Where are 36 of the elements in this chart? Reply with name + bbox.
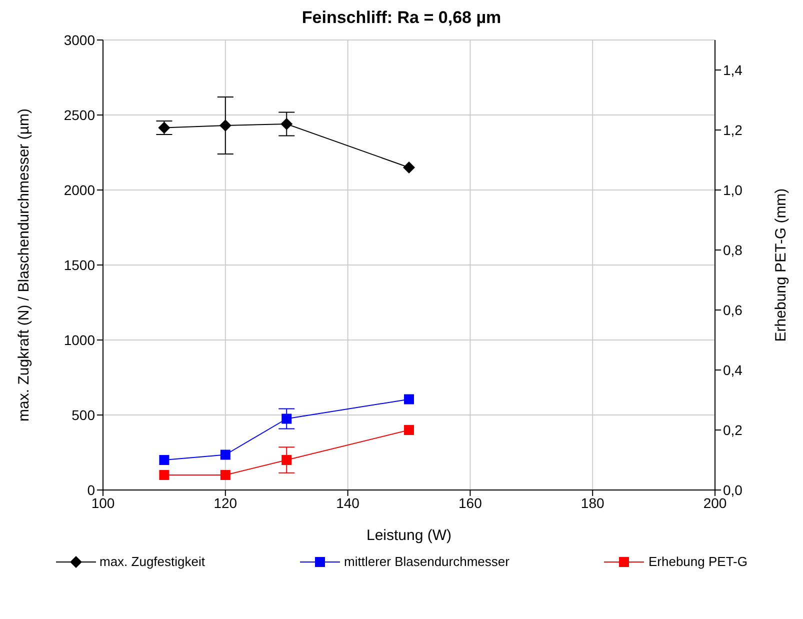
point	[403, 162, 415, 174]
point	[280, 118, 293, 130]
point	[219, 120, 232, 132]
point	[220, 450, 230, 460]
y-tick-label: 2500	[64, 106, 96, 123]
y-tick-label: 500	[72, 406, 96, 423]
x-axis-title: Leistung (W)	[366, 527, 452, 544]
x-tick-label: 180	[580, 494, 604, 511]
point	[404, 425, 414, 435]
y2-tick-label: 0,4	[723, 362, 743, 378]
y-tick-label: 1000	[64, 332, 96, 348]
legend-label: mittlerer Blasendurchmesser	[344, 554, 510, 569]
y-tick-label: 3000	[64, 32, 96, 48]
point	[220, 470, 230, 480]
y-tick-label: 1500	[64, 256, 96, 273]
y2-tick-label: 0,2	[723, 422, 743, 438]
y2-axis-title: Erhebung PET-G (mm)	[772, 188, 790, 342]
y2-tick-label: 0,8	[723, 242, 743, 258]
y-axis-title: max. Zugkraft (N) / Blaschendurchmesser (µm)	[15, 108, 32, 422]
legend-label: max. Zugfestigkeit	[100, 554, 205, 569]
point	[159, 455, 170, 465]
point	[159, 470, 170, 480]
point	[158, 122, 170, 134]
y2-tick-label: 1,0	[723, 182, 743, 198]
x-tick-label: 160	[458, 494, 482, 511]
x-tick-label: 140	[336, 494, 360, 511]
x-tick-label: 120	[214, 494, 238, 511]
y2-tick-label: 1,4	[723, 62, 743, 78]
y2-tick-label: 0,6	[723, 302, 743, 318]
y2-tick-label: 1,2	[723, 122, 743, 138]
point	[282, 455, 292, 465]
chart-title: Feinschliff: Ra = 0,68 µm	[300, 8, 502, 28]
point	[404, 394, 414, 404]
legend-label: Erhebung PET-G	[648, 554, 748, 569]
y-tick-label: 2000	[64, 182, 96, 198]
point	[282, 414, 292, 424]
